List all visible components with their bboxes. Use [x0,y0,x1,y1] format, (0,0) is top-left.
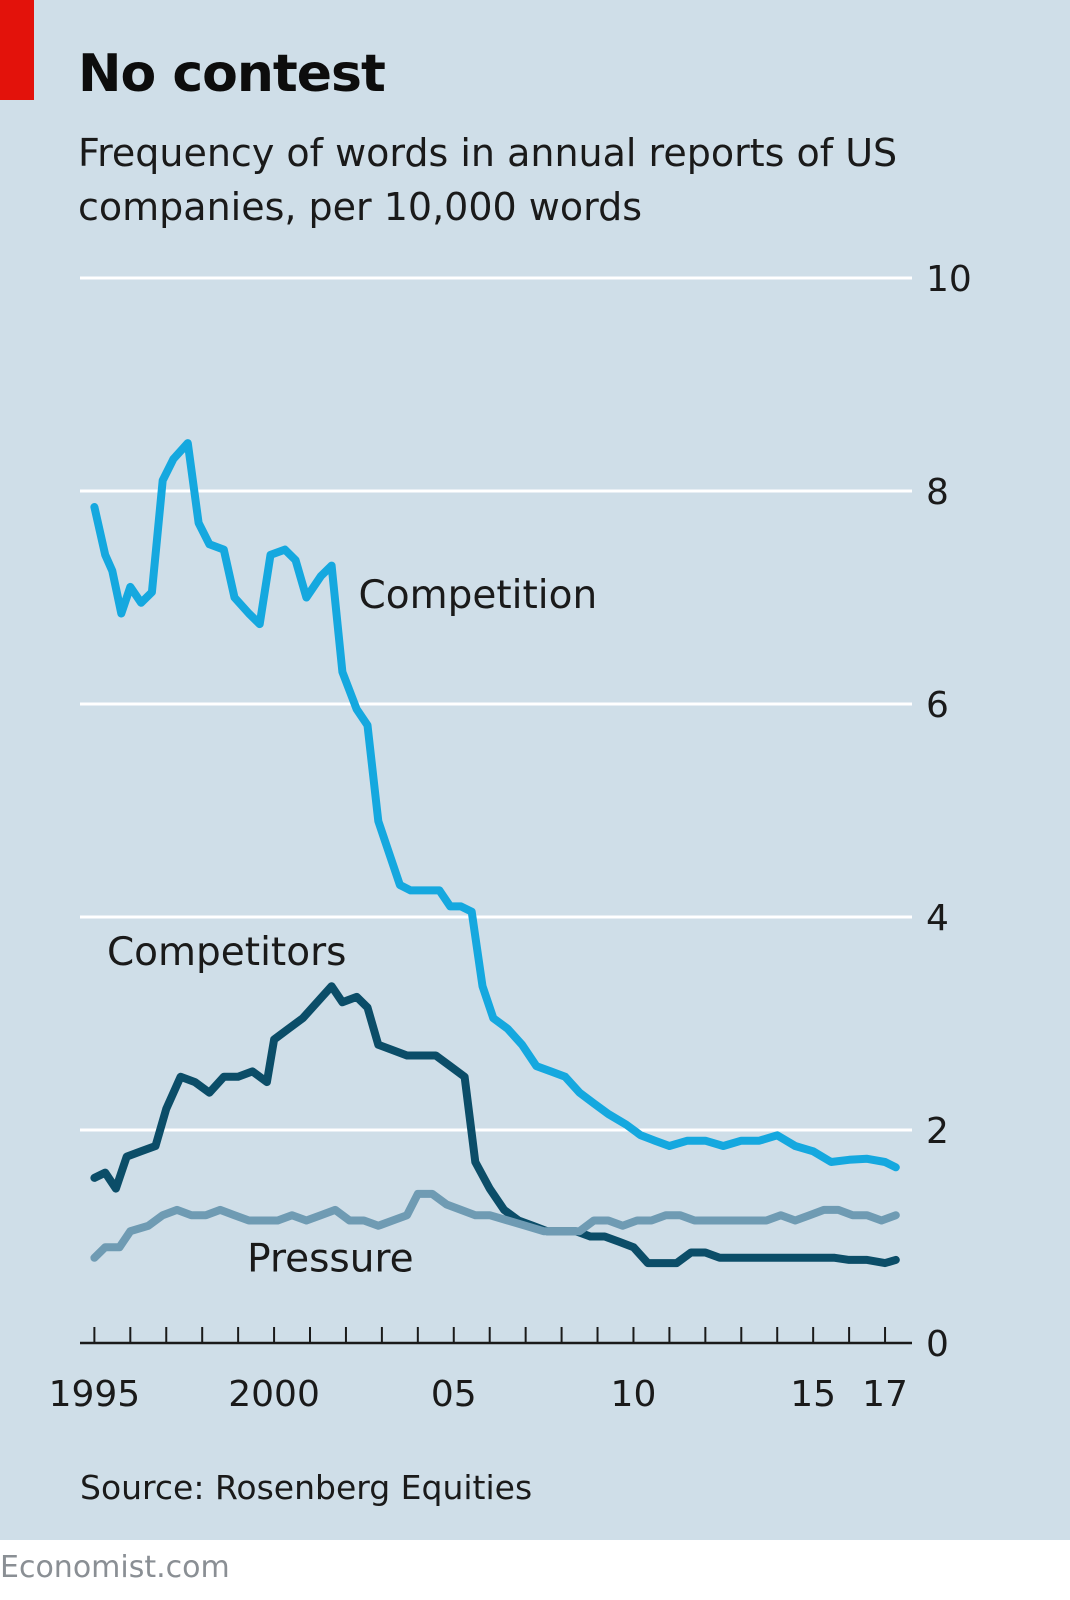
series-annotations: Competition Competitors Pressure [107,573,597,1281]
series-label-pressure: Pressure [247,1237,414,1282]
series-line-competitors [90,982,900,1268]
x-axis: 1995 2000 05 10 15 17 [49,1327,912,1415]
series-line-competition [90,439,900,1172]
series-label-competition: Competition [359,573,598,618]
y-axis-labels: 0 2 4 6 8 10 [926,259,972,1365]
series-lines [90,439,900,1268]
brand-watermark: Economist.com [0,1550,230,1585]
chart-title: No contest [78,44,386,104]
x-tick-label-10: 10 [611,1374,657,1415]
gridlines [80,276,912,1132]
y-tick-label-10: 10 [926,259,972,300]
y-tick-label-8: 8 [926,472,949,513]
x-tick-label-2000: 2000 [228,1374,320,1415]
chart-subtitle: Frequency of words in annual reports of … [78,131,898,229]
chart-panel [0,0,1070,1540]
x-tick-label-17: 17 [862,1374,908,1415]
series-line-pressure [90,1189,900,1262]
series-label-competitors: Competitors [107,930,346,975]
x-tick-label-1995: 1995 [49,1374,141,1415]
y-tick-label-0: 0 [926,1324,949,1365]
y-tick-label-4: 4 [926,898,949,939]
y-tick-label-2: 2 [926,1111,949,1152]
x-tick-label-05: 05 [431,1374,477,1415]
brand-red-tag [0,0,34,100]
x-tick-label-15: 15 [790,1374,836,1415]
source-note: Source: Rosenberg Equities [80,1468,533,1507]
y-tick-label-6: 6 [926,685,949,726]
